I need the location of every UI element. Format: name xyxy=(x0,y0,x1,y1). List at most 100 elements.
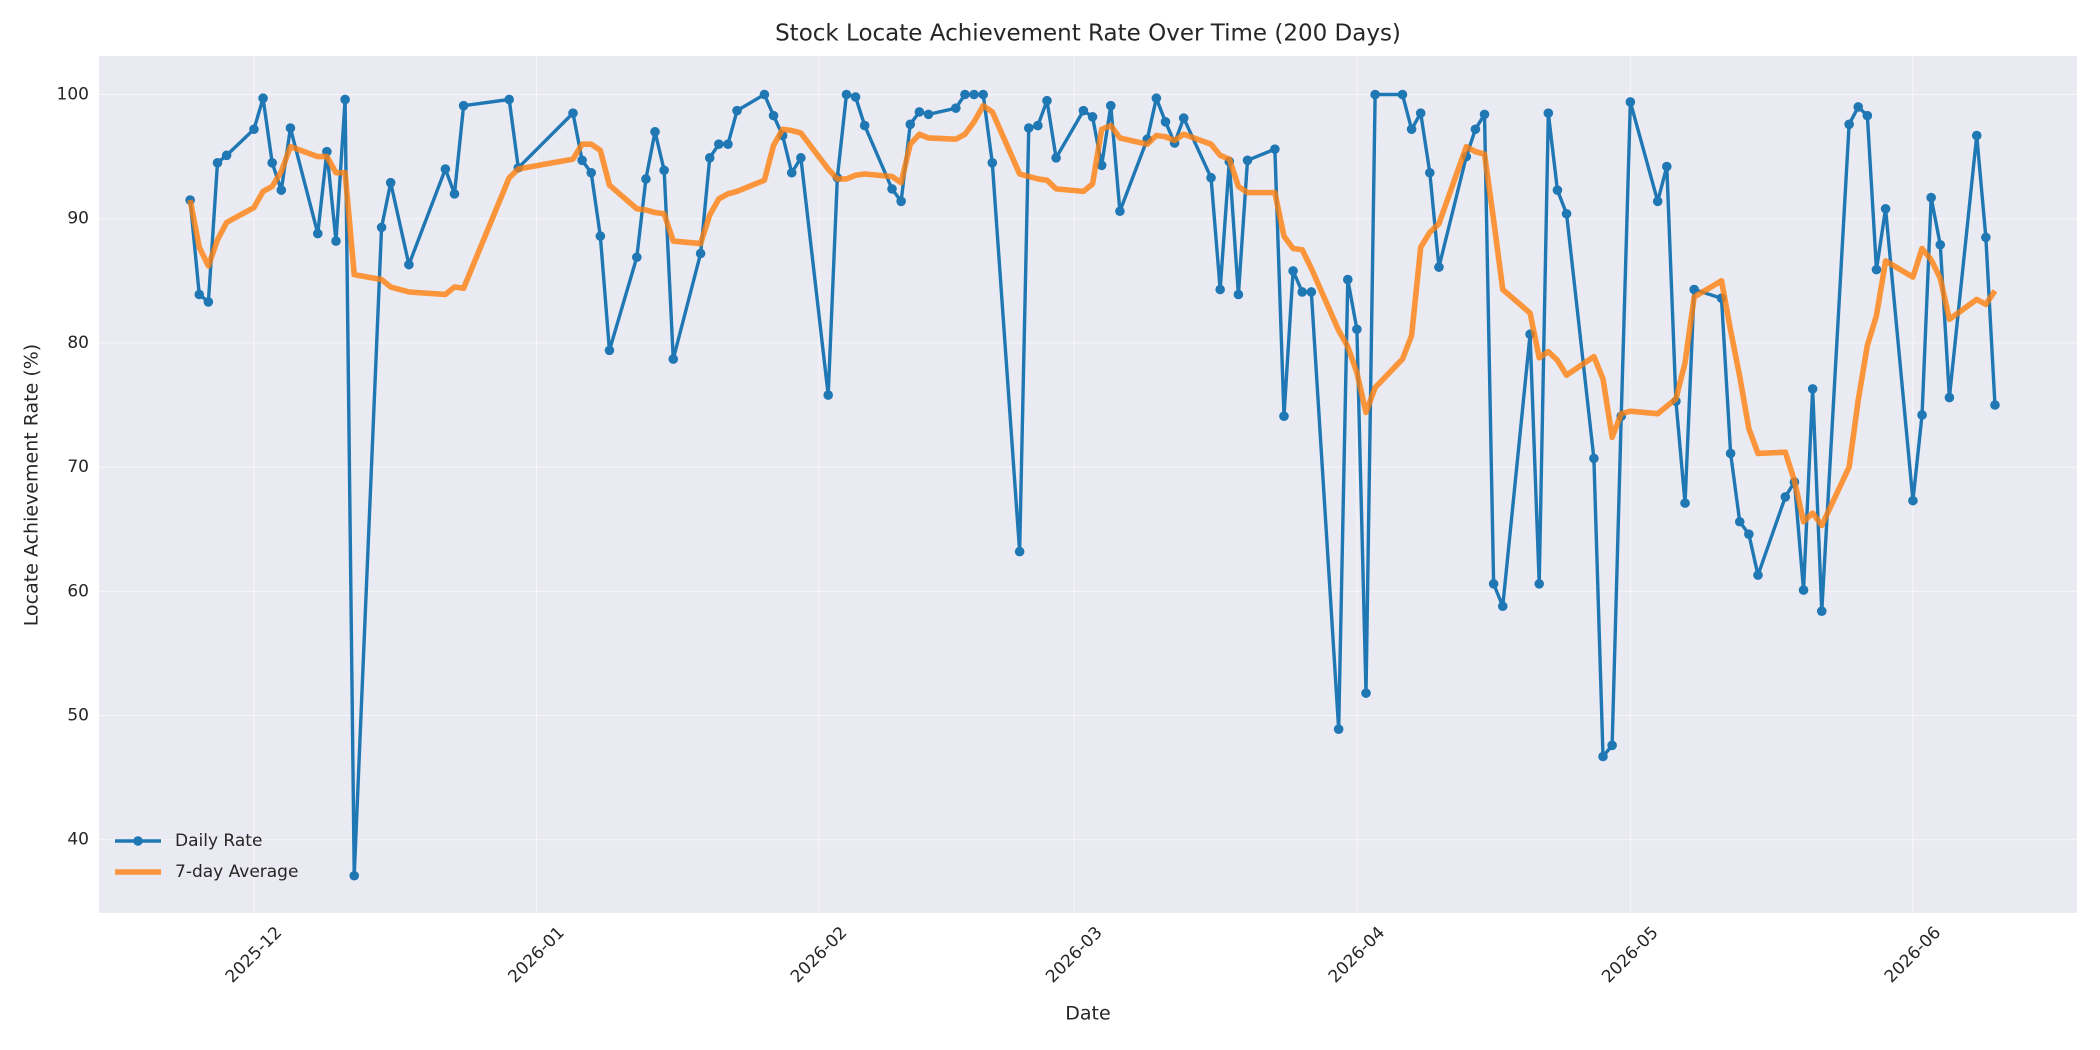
data-point xyxy=(1297,287,1308,297)
data-point xyxy=(1479,109,1490,120)
x-tick-label: 2026-04 xyxy=(1325,923,1389,987)
data-point xyxy=(641,174,651,184)
data-point xyxy=(568,108,578,118)
data-point xyxy=(914,107,925,117)
data-point xyxy=(1497,601,1508,612)
data-point xyxy=(1342,274,1353,285)
data-point xyxy=(1096,160,1107,171)
data-point xyxy=(1862,110,1873,121)
data-point xyxy=(258,93,268,104)
data-point xyxy=(1115,206,1125,217)
data-point xyxy=(668,354,679,364)
x-tick-label: 2025-12 xyxy=(222,923,286,987)
data-point xyxy=(1352,324,1362,335)
data-point xyxy=(1853,102,1864,112)
data-point xyxy=(1926,192,1936,203)
data-point xyxy=(194,289,205,300)
x-tick-label: 2026-05 xyxy=(1598,923,1662,987)
data-point xyxy=(1033,120,1043,131)
y-tick-label: 40 xyxy=(67,830,89,850)
data-point xyxy=(1242,155,1253,166)
data-point xyxy=(1470,124,1481,135)
data-point xyxy=(896,196,906,207)
data-point xyxy=(1935,239,1946,250)
data-point xyxy=(1780,492,1791,502)
series-line xyxy=(188,92,1997,878)
data-point xyxy=(1151,93,1162,104)
x-tick-label: 2026-03 xyxy=(1042,923,1106,987)
y-tick-label: 60 xyxy=(67,581,89,601)
data-point xyxy=(349,870,360,881)
legend-marker xyxy=(133,836,143,846)
data-point xyxy=(1625,97,1636,107)
data-point xyxy=(796,153,806,163)
legend-label: Daily Rate xyxy=(175,831,262,851)
data-point xyxy=(1689,284,1699,295)
plot-area xyxy=(99,56,2077,913)
data-point xyxy=(577,155,587,166)
data-point xyxy=(1917,410,1927,420)
data-point xyxy=(1908,495,1918,506)
data-point xyxy=(859,120,870,131)
data-point xyxy=(1798,585,1809,595)
data-point xyxy=(1990,400,2000,410)
data-point xyxy=(267,158,277,168)
data-point xyxy=(1078,105,1089,116)
data-point xyxy=(1598,751,1608,762)
data-point xyxy=(978,89,988,100)
data-point xyxy=(312,228,323,239)
data-point xyxy=(1306,287,1317,297)
data-point xyxy=(786,167,797,178)
data-point xyxy=(1662,161,1672,172)
data-point xyxy=(1333,724,1344,734)
data-point xyxy=(1087,112,1098,122)
data-point xyxy=(221,150,232,161)
data-point xyxy=(759,89,770,100)
data-point xyxy=(723,139,733,149)
data-point xyxy=(1014,546,1025,557)
data-point xyxy=(1206,172,1216,183)
data-point xyxy=(1051,153,1061,163)
data-point xyxy=(1406,124,1417,135)
data-point xyxy=(249,124,259,135)
data-point xyxy=(969,89,979,100)
data-point xyxy=(631,252,642,263)
data-point xyxy=(1042,95,1052,106)
y-tick-label: 50 xyxy=(67,706,89,726)
data-point xyxy=(276,185,287,195)
data-point xyxy=(714,139,724,149)
data-point xyxy=(1270,144,1280,154)
data-point xyxy=(1552,185,1563,195)
x-tick-label: 2026-06 xyxy=(1881,923,1945,987)
data-point xyxy=(1807,384,1818,394)
data-point xyxy=(1981,232,1991,243)
data-point xyxy=(1543,108,1554,118)
data-point xyxy=(1178,113,1189,123)
data-point xyxy=(1680,498,1690,508)
data-point xyxy=(385,177,396,188)
chart-title: Stock Locate Achievement Rate Over Time … xyxy=(775,21,1401,47)
data-point xyxy=(659,165,669,176)
data-point xyxy=(331,236,341,246)
data-point xyxy=(1425,167,1435,178)
data-point xyxy=(1488,579,1499,589)
data-point xyxy=(340,94,350,105)
x-tick-label: 2026-01 xyxy=(504,923,568,987)
data-point xyxy=(504,94,514,105)
data-point xyxy=(1971,130,1982,141)
data-point xyxy=(850,92,861,102)
x-tick-label: 2026-02 xyxy=(787,923,851,987)
data-point xyxy=(768,110,779,121)
data-point xyxy=(923,109,934,120)
data-point xyxy=(1397,89,1408,100)
data-point xyxy=(704,153,715,163)
data-point xyxy=(1370,89,1380,100)
data-point xyxy=(458,100,469,111)
data-point xyxy=(376,222,387,233)
data-point xyxy=(1652,196,1663,207)
data-point xyxy=(1105,100,1116,111)
data-point xyxy=(1944,392,1955,403)
data-point xyxy=(951,103,961,113)
